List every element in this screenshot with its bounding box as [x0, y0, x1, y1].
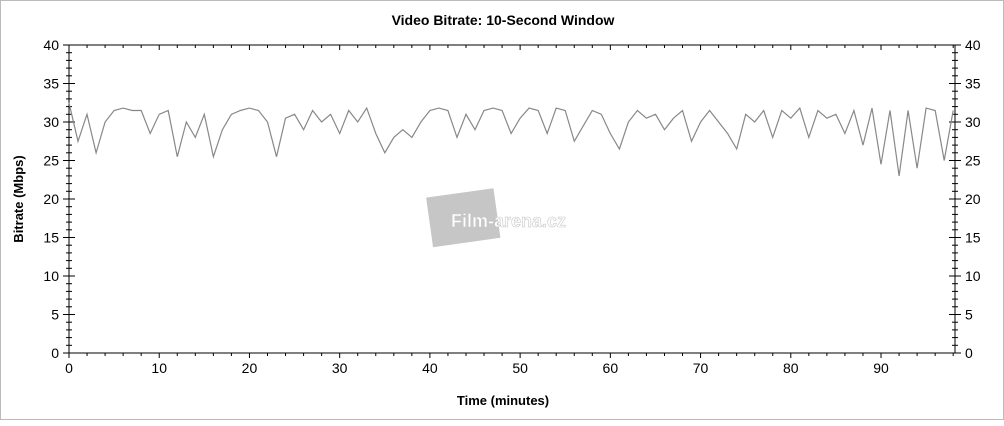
- x-tick-label: 60: [603, 360, 619, 376]
- x-axis-label: Time (minutes): [457, 393, 549, 408]
- y-tick-label-right: 15: [965, 230, 981, 246]
- y-tick-label-right: 25: [965, 153, 981, 169]
- chart-title: Video Bitrate: 10-Second Window: [392, 12, 615, 28]
- y-tick-label-right: 0: [965, 345, 973, 361]
- x-tick-label: 40: [422, 360, 438, 376]
- y-tick-label-left: 15: [43, 230, 59, 246]
- bitrate-series-line: [68, 102, 954, 176]
- y-tick-label-right: 35: [965, 76, 981, 92]
- watermark-text: Film-arena.cz: [451, 211, 566, 231]
- clapperboard-icon: [426, 188, 501, 248]
- y-tick-label-left: 10: [43, 268, 59, 284]
- x-tick-label: 0: [65, 360, 73, 376]
- y-tick-label-right: 10: [965, 268, 981, 284]
- y-tick-label-left: 30: [43, 114, 59, 130]
- y-tick-label-left: 20: [43, 191, 59, 207]
- y-tick-label-left: 35: [43, 76, 59, 92]
- y-axis-label: Bitrate (Mbps): [11, 155, 26, 242]
- y-tick-label-right: 30: [965, 114, 981, 130]
- y-tick-label-right: 40: [965, 37, 981, 53]
- y-tick-label-left: 5: [51, 307, 59, 323]
- y-tick-label-right: 5: [965, 307, 973, 323]
- watermark: Film-arena.cz: [426, 188, 566, 248]
- x-tick-label: 10: [151, 360, 167, 376]
- y-tick-label-left: 0: [51, 345, 59, 361]
- x-tick-label: 20: [242, 360, 258, 376]
- x-tick-label: 80: [783, 360, 799, 376]
- y-tick-label-left: 40: [43, 37, 59, 53]
- x-tick-label: 70: [693, 360, 709, 376]
- y-tick-label-left: 25: [43, 153, 59, 169]
- y-tick-label-right: 20: [965, 191, 981, 207]
- x-tick-label: 30: [332, 360, 348, 376]
- x-tick-label: 50: [512, 360, 528, 376]
- x-tick-label: 90: [873, 360, 889, 376]
